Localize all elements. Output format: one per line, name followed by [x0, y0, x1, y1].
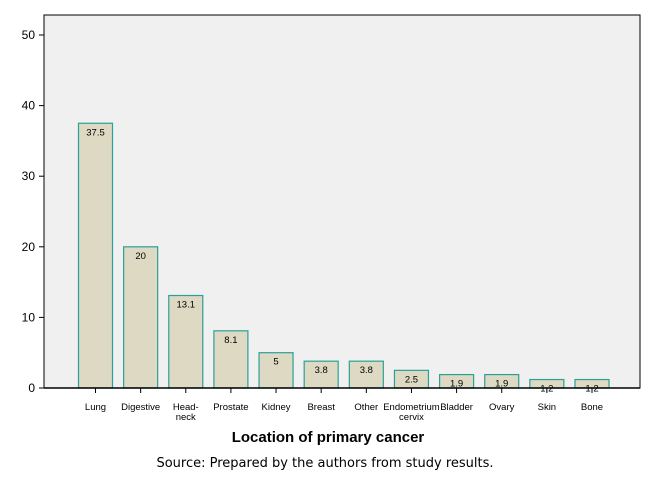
category-label: Bladder — [440, 402, 473, 413]
y-axis: 0 10 20 30 40 50 — [22, 28, 44, 395]
data-label: 3.8 — [360, 365, 373, 376]
category-label: Skin — [538, 402, 556, 413]
y-tick-label: 10 — [22, 310, 36, 324]
x-axis-labels: Lung Digestive Head-neck Prostate Kidney Brea… — [85, 388, 603, 423]
category-label: Ovary — [489, 402, 515, 413]
category-label: Other — [354, 402, 378, 413]
bar — [168, 294, 204, 389]
category-label: Digestive — [121, 402, 160, 413]
category-label: Lung — [85, 402, 106, 413]
y-tick-label: 30 — [22, 169, 36, 183]
data-label: 1.9 — [495, 379, 508, 390]
data-label: 20 — [135, 251, 146, 262]
bar — [123, 246, 159, 389]
bar — [258, 352, 294, 389]
data-label: 3.8 — [315, 365, 328, 376]
data-label: 2.5 — [405, 374, 418, 385]
category-label: Head-neck — [173, 402, 199, 423]
data-label: 8.1 — [224, 335, 237, 346]
bar — [348, 360, 384, 389]
y-tick-label: 40 — [22, 99, 36, 113]
category-label: Kidney — [262, 402, 291, 413]
category-label: Prostate — [213, 402, 248, 413]
bar — [213, 330, 249, 389]
y-tick-label: 0 — [28, 381, 35, 395]
data-label: 5 — [273, 357, 278, 368]
source-caption: Source: Prepared by the authors from stu… — [156, 456, 494, 471]
category-label: Breast — [307, 402, 335, 413]
category-label: Bone — [581, 402, 603, 413]
data-label: 37.5 — [86, 127, 105, 138]
y-tick-label: 50 — [22, 28, 36, 42]
category-label: Endometrium cervix — [383, 402, 440, 423]
data-label: 1.9 — [450, 379, 463, 390]
y-tick-label: 20 — [22, 240, 36, 254]
data-label: 13.1 — [177, 300, 196, 311]
bar — [77, 122, 114, 389]
x-axis-title: Location of primary cancer — [232, 429, 425, 446]
